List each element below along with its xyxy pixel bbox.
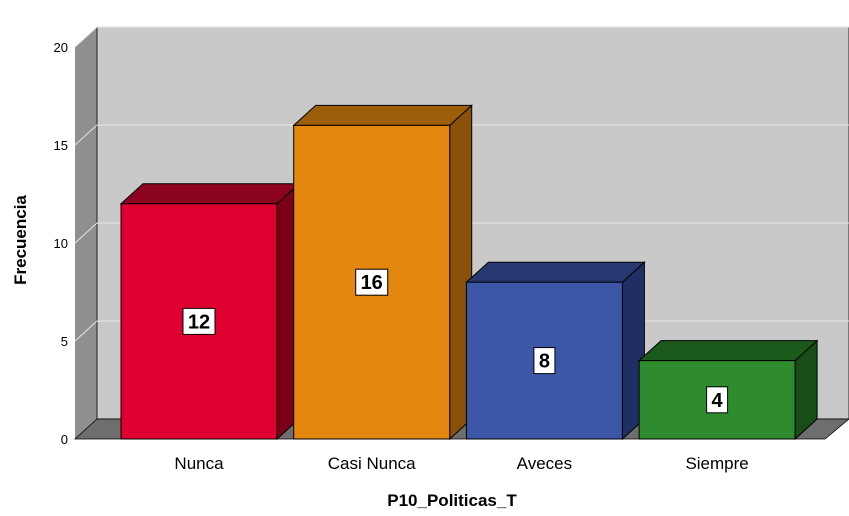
y-tick-label: 0 xyxy=(61,432,68,447)
data-label: 12 xyxy=(188,311,210,333)
y-axis-title: Frecuencia xyxy=(11,195,30,285)
y-tick-label: 5 xyxy=(61,334,68,349)
x-tick-label: Aveces xyxy=(517,454,572,473)
x-tick-label: Nunca xyxy=(174,454,224,473)
bars: 12 16 8 4 xyxy=(119,104,819,441)
x-axis-title: P10_Politicas_T xyxy=(387,491,517,510)
bar-top xyxy=(465,261,646,283)
bar-top xyxy=(292,104,473,126)
data-label: 8 xyxy=(539,351,550,373)
gridline-side xyxy=(74,124,98,146)
gridline-side xyxy=(74,320,98,342)
bar-4: 4 xyxy=(637,339,819,441)
data-label-box xyxy=(182,307,216,335)
bar-3: 8 xyxy=(465,261,646,441)
y-tick-labels: 0 5 10 15 20 xyxy=(54,40,68,447)
data-label: 16 xyxy=(361,272,383,294)
data-label-box xyxy=(706,386,729,414)
bar-1: 12 xyxy=(119,182,301,441)
data-label: 4 xyxy=(712,390,724,412)
gridline-side xyxy=(74,26,98,48)
y-tick-label: 10 xyxy=(54,236,68,251)
x-tick-labels: Nunca Casi Nunca Aveces Siempre xyxy=(174,454,748,473)
y-tick-label: 20 xyxy=(54,40,68,55)
bar-top xyxy=(119,183,301,205)
bar-2: 16 xyxy=(292,104,473,441)
data-label-box xyxy=(355,268,389,296)
y-tick-label: 15 xyxy=(54,138,68,153)
gridline-side xyxy=(74,222,98,244)
x-tick-label: Casi Nunca xyxy=(328,454,416,473)
data-label-box xyxy=(533,347,556,375)
x-tick-label: Siempre xyxy=(685,454,748,473)
bar-top xyxy=(637,340,819,362)
